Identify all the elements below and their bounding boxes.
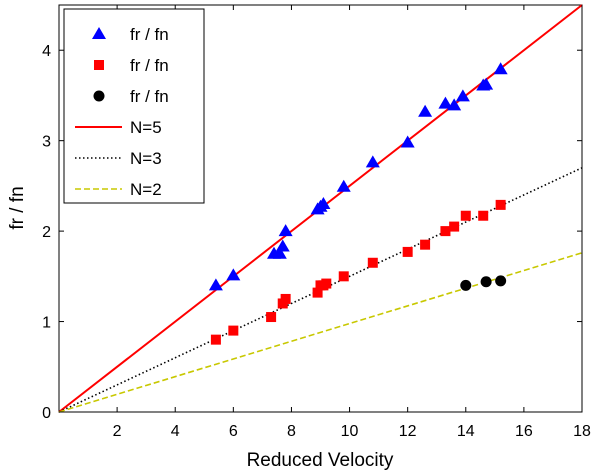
legend-label: N=3 (130, 149, 162, 168)
data-point (440, 226, 451, 237)
y-axis-label: fr / fn (7, 186, 28, 229)
legend-item: N=2 (75, 180, 162, 199)
data-point (447, 98, 462, 111)
data-point (365, 155, 380, 168)
x-tick-label: 2 (113, 423, 122, 440)
data-point (495, 199, 506, 210)
legend-marker (94, 60, 104, 70)
legend-label: N=5 (130, 118, 162, 137)
y-axis-ticks: 0 1 2 3 4 (42, 43, 582, 422)
data-point (478, 210, 489, 221)
data-point (480, 276, 492, 288)
data-point (479, 77, 494, 90)
x-tick-label: 14 (457, 423, 475, 440)
data-point (208, 278, 223, 291)
data-point (449, 221, 460, 232)
legend: fr / fn fr / fn fr / fn N=5 N=3 N=2 (63, 8, 205, 204)
x-tick-label: 4 (171, 423, 180, 440)
data-point (460, 210, 471, 221)
data-point (316, 196, 331, 209)
data-point (321, 278, 332, 289)
x-tick-label: 16 (515, 423, 533, 440)
x-tick-label: 6 (229, 423, 238, 440)
data-point (228, 325, 239, 336)
y-tick-label: 2 (42, 224, 51, 241)
data-point (280, 293, 291, 304)
series-0-points (208, 62, 508, 291)
data-point (493, 62, 508, 75)
data-point (438, 96, 453, 109)
data-point (455, 89, 470, 102)
data-point (400, 135, 415, 148)
series-line-5 (58, 252, 583, 413)
legend-label: N=2 (130, 180, 162, 199)
series-2-points (460, 275, 507, 291)
y-tick-label: 0 (42, 405, 51, 422)
data-point (338, 271, 349, 282)
x-tick-label: 8 (287, 423, 296, 440)
data-point (402, 246, 413, 257)
data-point (266, 312, 277, 323)
data-point (336, 179, 351, 192)
legend-item: fr / fn (92, 25, 169, 44)
data-point (418, 104, 433, 117)
data-point (367, 257, 378, 268)
legend-label: fr / fn (130, 56, 169, 75)
x-tick-label: 12 (399, 423, 417, 440)
data-point (495, 275, 507, 287)
x-axis-label: Reduced Velocity (247, 450, 394, 471)
legend-item: N=5 (75, 118, 162, 137)
data-point (460, 279, 472, 291)
data-point (272, 246, 287, 259)
y-tick-label: 3 (42, 134, 51, 151)
y-tick-label: 4 (42, 43, 51, 60)
series-layer (58, 4, 583, 413)
legend-label: fr / fn (130, 25, 169, 44)
y-tick-label: 1 (42, 315, 51, 332)
legend-marker (93, 90, 105, 102)
data-point (312, 287, 323, 298)
legend-label: fr / fn (130, 87, 169, 106)
data-point (210, 334, 221, 345)
legend-item: fr / fn (94, 56, 169, 75)
series-1-points (210, 199, 506, 345)
x-tick-label: 18 (573, 423, 591, 440)
data-point (275, 239, 290, 252)
data-point (420, 239, 431, 250)
data-point (226, 268, 241, 281)
legend-box (63, 8, 205, 204)
legend-marker (92, 27, 106, 39)
legend-item: N=3 (75, 149, 162, 168)
x-axis-ticks: 2 4 6 8 10 12 14 16 18 (113, 5, 591, 440)
x-tick-label: 10 (341, 423, 359, 440)
legend-item: fr / fn (93, 87, 169, 106)
data-point (278, 224, 293, 237)
